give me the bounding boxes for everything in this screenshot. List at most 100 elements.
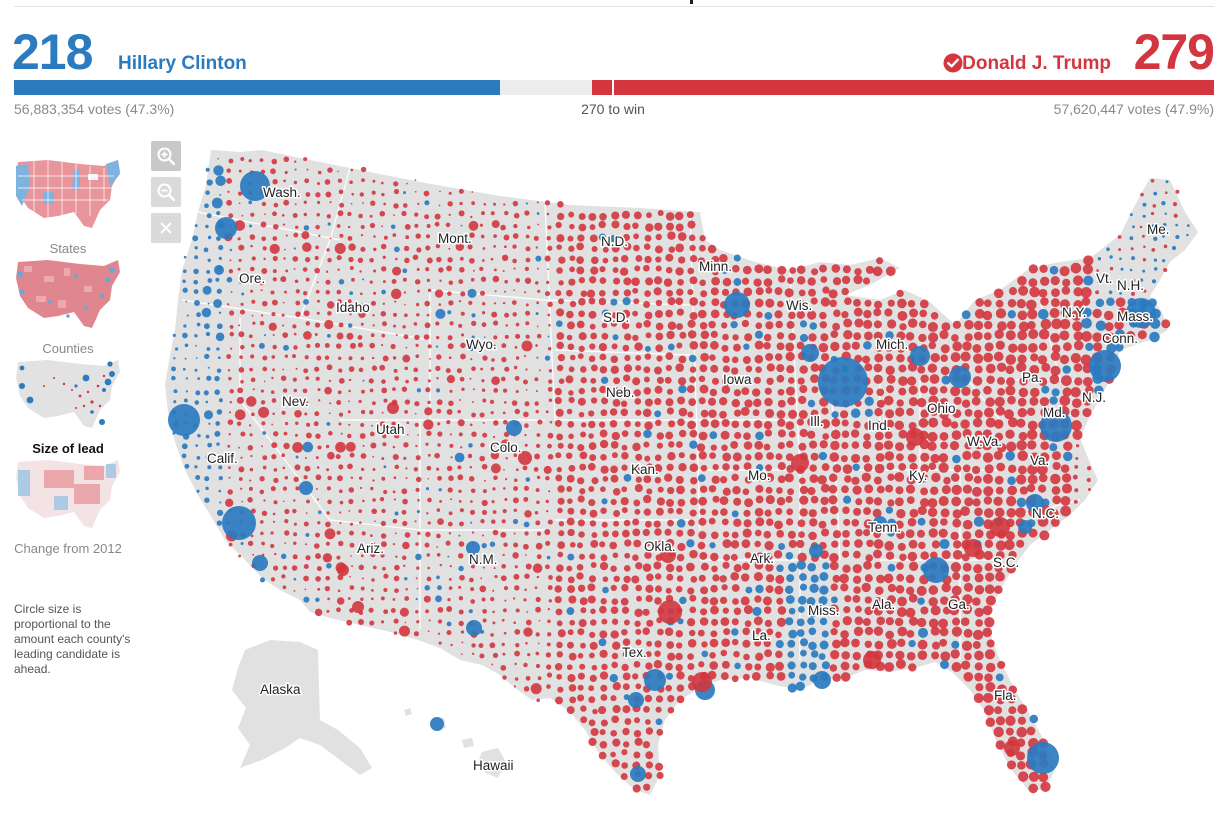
red-lead-circle (461, 387, 465, 392)
red-lead-circle (448, 280, 454, 285)
red-lead-circle (754, 627, 762, 635)
reset-zoom-button[interactable] (151, 213, 181, 243)
large-red-lead-circle (660, 547, 676, 563)
red-lead-circle (745, 365, 753, 373)
view-size-of-lead[interactable]: Size of lead (14, 356, 122, 456)
blue-lead-circle (1186, 224, 1190, 227)
red-lead-circle (939, 627, 949, 637)
large-blue-lead-circle (222, 506, 256, 540)
red-lead-circle (600, 465, 609, 474)
red-lead-circle (731, 473, 739, 482)
view-change-from-2012[interactable]: Change from 2012 (14, 456, 122, 556)
red-lead-circle (567, 528, 575, 537)
blue-lead-circle (733, 254, 741, 262)
red-lead-circle (479, 585, 487, 593)
blue-lead-circle (667, 343, 675, 351)
view-states[interactable]: States (14, 156, 122, 256)
uncalled-electoral-bar (500, 80, 592, 95)
red-lead-circle (248, 334, 253, 339)
red-lead-circle (1008, 343, 1018, 353)
red-lead-circle (394, 564, 400, 571)
red-lead-circle (437, 475, 442, 481)
red-lead-circle (534, 377, 539, 382)
red-lead-circle (404, 313, 408, 318)
view-counties[interactable]: Counties (14, 256, 122, 356)
red-lead-circle (864, 596, 872, 604)
blue-lead-circle (798, 300, 807, 309)
red-lead-circle (372, 179, 376, 183)
red-lead-circle (982, 310, 993, 321)
red-lead-circle (645, 223, 654, 232)
red-lead-circle (492, 652, 499, 659)
red-lead-circle (689, 340, 699, 350)
red-lead-circle (252, 321, 256, 325)
red-lead-circle (371, 190, 376, 195)
blue-lead-circle (185, 377, 189, 380)
red-lead-circle (1071, 398, 1082, 409)
red-lead-circle (228, 476, 231, 479)
red-lead-circle (315, 532, 320, 538)
red-lead-circle (885, 409, 895, 419)
red-lead-circle (722, 531, 730, 538)
blue-lead-circle (697, 474, 706, 483)
blue-lead-circle (204, 497, 210, 503)
red-lead-circle (315, 488, 318, 490)
red-lead-circle (602, 530, 609, 538)
red-lead-circle (369, 258, 374, 263)
blue-lead-circle (437, 585, 442, 591)
red-lead-circle (448, 247, 451, 250)
red-lead-circle (360, 486, 363, 490)
red-lead-circle (577, 477, 585, 485)
blue-lead-circle (447, 555, 450, 558)
red-lead-circle (1016, 440, 1027, 451)
red-lead-circle (786, 320, 795, 329)
red-lead-circle (303, 291, 308, 296)
red-lead-circle (226, 354, 232, 360)
red-lead-circle (589, 553, 596, 560)
red-lead-circle (908, 561, 919, 571)
red-lead-circle (538, 619, 541, 622)
red-lead-circle (807, 310, 817, 320)
red-lead-circle (336, 530, 341, 535)
red-lead-circle (916, 397, 927, 408)
red-lead-circle (653, 276, 663, 285)
red-lead-circle (975, 619, 983, 627)
red-lead-circle (579, 508, 587, 515)
red-lead-circle (1005, 531, 1015, 541)
red-lead-circle (357, 335, 363, 340)
red-lead-circle (445, 222, 451, 228)
red-lead-circle (765, 298, 775, 308)
red-lead-circle (972, 376, 983, 386)
red-lead-circle (810, 363, 820, 372)
red-lead-circle (733, 650, 740, 658)
red-lead-circle (843, 606, 851, 614)
zoom-in-button[interactable] (151, 141, 181, 171)
red-lead-circle (974, 573, 984, 583)
red-lead-circle (828, 289, 838, 299)
red-lead-circle (655, 695, 664, 703)
red-lead-circle (549, 421, 553, 424)
red-lead-circle (960, 351, 971, 362)
red-lead-circle (632, 442, 641, 452)
blue-lead-circle (403, 191, 406, 195)
red-lead-circle (523, 662, 528, 668)
red-lead-circle (1016, 751, 1026, 761)
red-lead-circle (676, 342, 683, 349)
red-lead-circle (635, 628, 642, 635)
red-lead-circle (855, 528, 863, 537)
red-lead-circle (689, 606, 697, 614)
red-lead-circle (436, 399, 443, 406)
red-lead-circle (393, 476, 397, 480)
red-lead-circle (599, 353, 607, 361)
blue-lead-circle (467, 288, 477, 298)
red-lead-circle (777, 300, 784, 308)
red-lead-circle (248, 486, 253, 491)
zoom-out-button[interactable] (151, 177, 181, 207)
red-lead-circle (305, 376, 310, 380)
red-lead-circle (601, 618, 608, 625)
red-lead-circle (535, 542, 543, 550)
us-county-lead-map[interactable]: Wash.Ore.Calif.IdahoNev.UtahAriz.Mont.Wy… (150, 130, 1224, 810)
red-lead-circle (426, 224, 431, 228)
blue-lead-circle (654, 410, 662, 418)
red-lead-circle (249, 467, 254, 472)
